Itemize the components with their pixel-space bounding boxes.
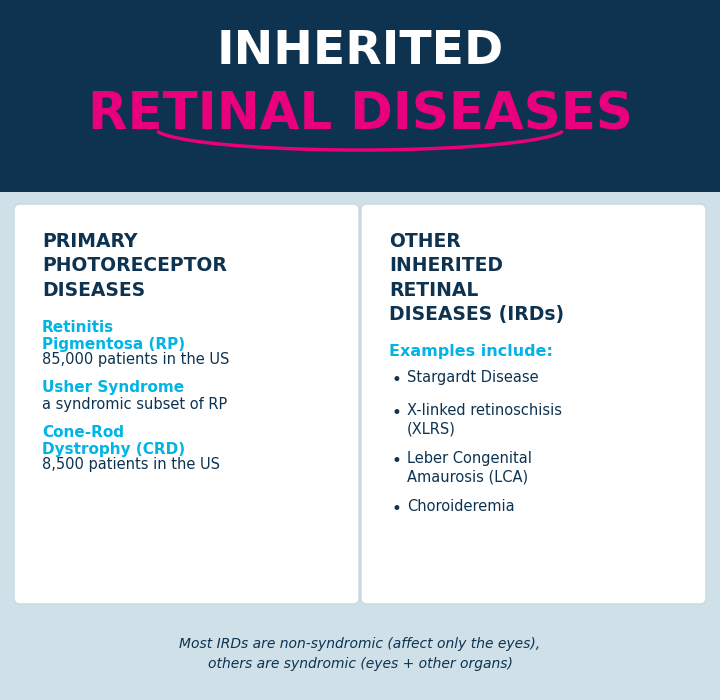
FancyBboxPatch shape [361, 204, 706, 604]
Text: Most IRDs are non-syndromic (affect only the eyes),
others are syndromic (eyes +: Most IRDs are non-syndromic (affect only… [179, 637, 541, 671]
Text: OTHER
INHERITED
RETINAL
DISEASES (IRDs): OTHER INHERITED RETINAL DISEASES (IRDs) [389, 232, 564, 323]
Text: Choroideremia: Choroideremia [407, 499, 515, 514]
FancyBboxPatch shape [0, 0, 720, 192]
Text: Usher Syndrome: Usher Syndrome [42, 380, 184, 395]
Text: •: • [392, 500, 402, 518]
FancyBboxPatch shape [14, 204, 359, 604]
Text: •: • [392, 404, 402, 422]
Text: X-linked retinoschisis
(XLRS): X-linked retinoschisis (XLRS) [407, 403, 562, 436]
Text: 8,500 patients in the US: 8,500 patients in the US [42, 457, 220, 472]
Text: Cone-Rod
Dystrophy (CRD): Cone-Rod Dystrophy (CRD) [42, 425, 185, 457]
Text: INHERITED: INHERITED [217, 29, 503, 74]
Text: Retinitis
Pigmentosa (RP): Retinitis Pigmentosa (RP) [42, 320, 185, 352]
Text: RETINAL DISEASES: RETINAL DISEASES [88, 91, 632, 141]
Text: Examples include:: Examples include: [389, 344, 553, 359]
Text: a syndromic subset of RP: a syndromic subset of RP [42, 397, 228, 412]
Text: PRIMARY
PHOTORECEPTOR
DISEASES: PRIMARY PHOTORECEPTOR DISEASES [42, 232, 227, 300]
Text: Stargardt Disease: Stargardt Disease [407, 370, 539, 385]
Text: •: • [392, 371, 402, 389]
Text: 85,000 patients in the US: 85,000 patients in the US [42, 352, 230, 367]
Text: •: • [392, 452, 402, 470]
Text: Leber Congenital
Amaurosis (LCA): Leber Congenital Amaurosis (LCA) [407, 451, 532, 484]
